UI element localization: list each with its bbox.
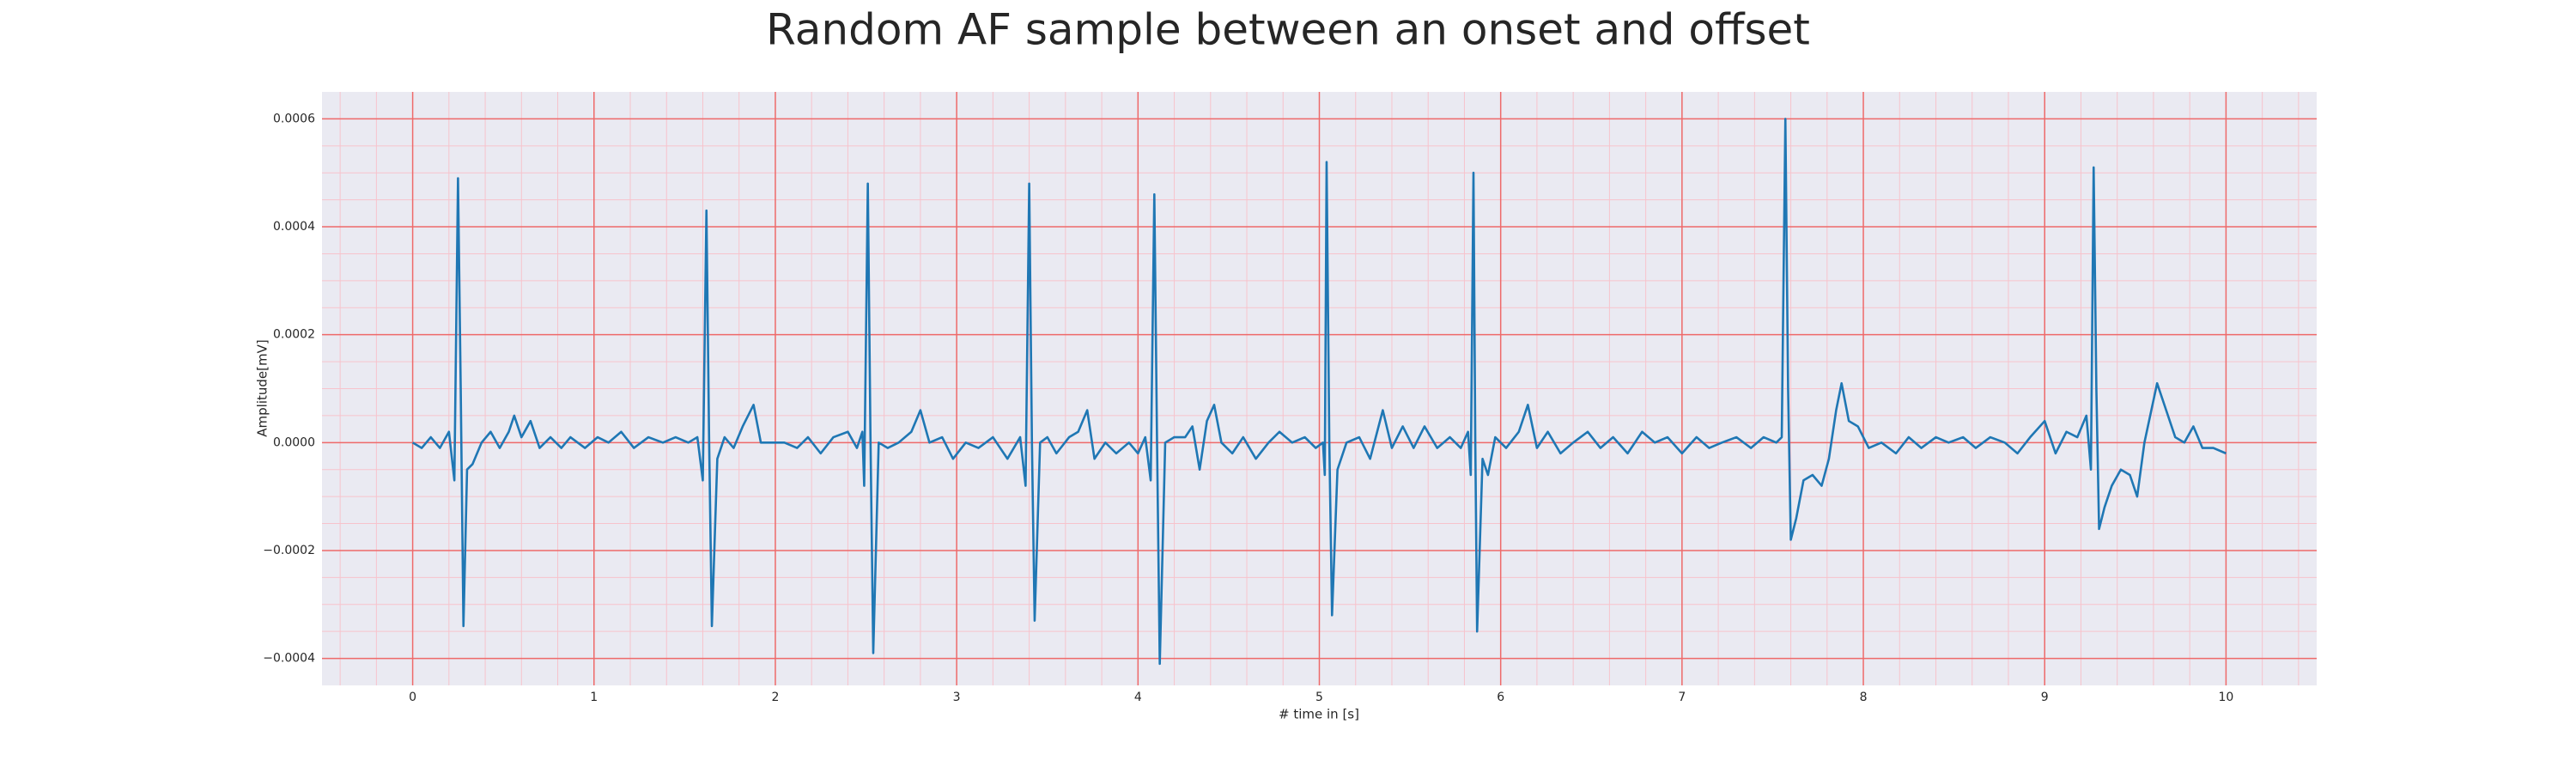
y-tick-label: 0.0000 [273, 435, 315, 449]
y-tick-label: 0.0004 [273, 220, 315, 234]
x-tick-label: 2 [771, 691, 779, 704]
y-tick-label: −0.0004 [263, 652, 315, 666]
marks [411, 118, 2227, 666]
x-tick-label: 3 [953, 691, 961, 704]
y-tick-label: 0.0002 [273, 328, 315, 342]
x-tick-label: 4 [1134, 691, 1142, 704]
y-tick-label: 0.0006 [273, 112, 315, 125]
labels: 0 1 2 3 4 5 6 7 8 9 10 −0.0004 −0.0002 0.0000 0.0002 0.… [263, 112, 2233, 704]
x-tick-label: 8 [1860, 691, 1868, 704]
x-tick-label: 7 [1678, 691, 1686, 704]
x-tick-label: 0 [409, 691, 416, 704]
x-tick-label: 6 [1497, 691, 1504, 704]
line-series [411, 118, 2227, 666]
x-tick-label: 10 [2218, 691, 2233, 704]
x-tick-label: 1 [590, 691, 598, 704]
x-tick-label: 9 [2041, 691, 2049, 704]
y-tick-label: −0.0002 [263, 544, 315, 557]
x-axis-label: # time in [s] [1279, 707, 1359, 722]
y-axis-label: Amplitude[mV] [255, 339, 270, 436]
chart-title: Random AF sample between an onset and of… [766, 5, 1810, 55]
x-tick-label: 5 [1315, 691, 1323, 704]
grid [322, 92, 2317, 685]
